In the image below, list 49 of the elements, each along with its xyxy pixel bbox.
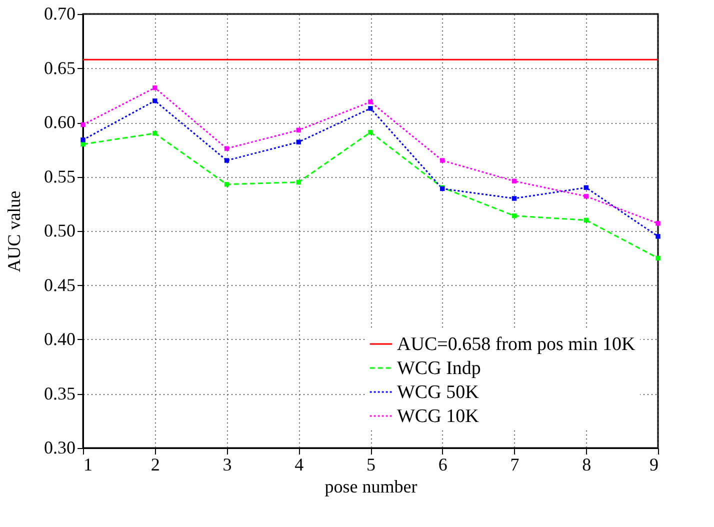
point <box>80 142 86 147</box>
y-tick-label: 0.35 <box>44 383 76 404</box>
x-tick-label: 1 <box>84 454 92 474</box>
x-tick-label: 3 <box>222 454 232 474</box>
point <box>368 106 373 111</box>
x-tick-label: 8 <box>582 454 592 474</box>
x-tick-label: 5 <box>366 454 376 474</box>
point <box>152 131 158 136</box>
x-tick-label: 4 <box>294 454 304 474</box>
point <box>224 158 230 163</box>
legend-label: WCG 10K <box>397 406 480 427</box>
point <box>440 158 445 163</box>
point <box>296 180 301 185</box>
x-tick-label: 2 <box>150 454 160 474</box>
point <box>656 221 660 226</box>
point <box>368 130 373 135</box>
y-tick-label: 0.30 <box>44 438 76 458</box>
point <box>152 98 158 104</box>
y-tick-label: 0.65 <box>44 58 76 78</box>
y-tick-label: 0.60 <box>44 112 76 132</box>
point <box>584 185 588 190</box>
point <box>152 85 158 90</box>
point <box>656 256 660 260</box>
point <box>224 182 230 187</box>
point <box>512 213 517 218</box>
y-tick-label: 0.55 <box>44 166 76 186</box>
x-tick-label: 9 <box>650 454 658 474</box>
point <box>296 128 301 132</box>
y-axis-title: AUC value <box>4 190 24 272</box>
x-tick-label: 7 <box>510 454 520 474</box>
y-tick-label: 0.45 <box>44 274 76 295</box>
point <box>296 140 301 144</box>
y-tick-label: 0.50 <box>44 220 76 240</box>
point <box>584 194 588 199</box>
point <box>368 100 373 104</box>
x-axis-title: pose number <box>324 476 418 496</box>
point <box>656 234 660 239</box>
point <box>80 138 86 142</box>
y-tick-label: 0.70 <box>44 4 76 24</box>
y-tick-label: 0.40 <box>44 329 76 349</box>
legend-label: WCG 50K <box>397 382 480 403</box>
point <box>512 196 517 201</box>
legend-label: AUC=0.658 from pos min 10K <box>397 334 636 355</box>
point <box>512 178 517 184</box>
x-tick-label: 6 <box>438 454 448 474</box>
point <box>80 122 86 128</box>
point <box>224 146 230 151</box>
point <box>584 218 588 222</box>
legend-label: WCG Indp <box>397 358 481 379</box>
